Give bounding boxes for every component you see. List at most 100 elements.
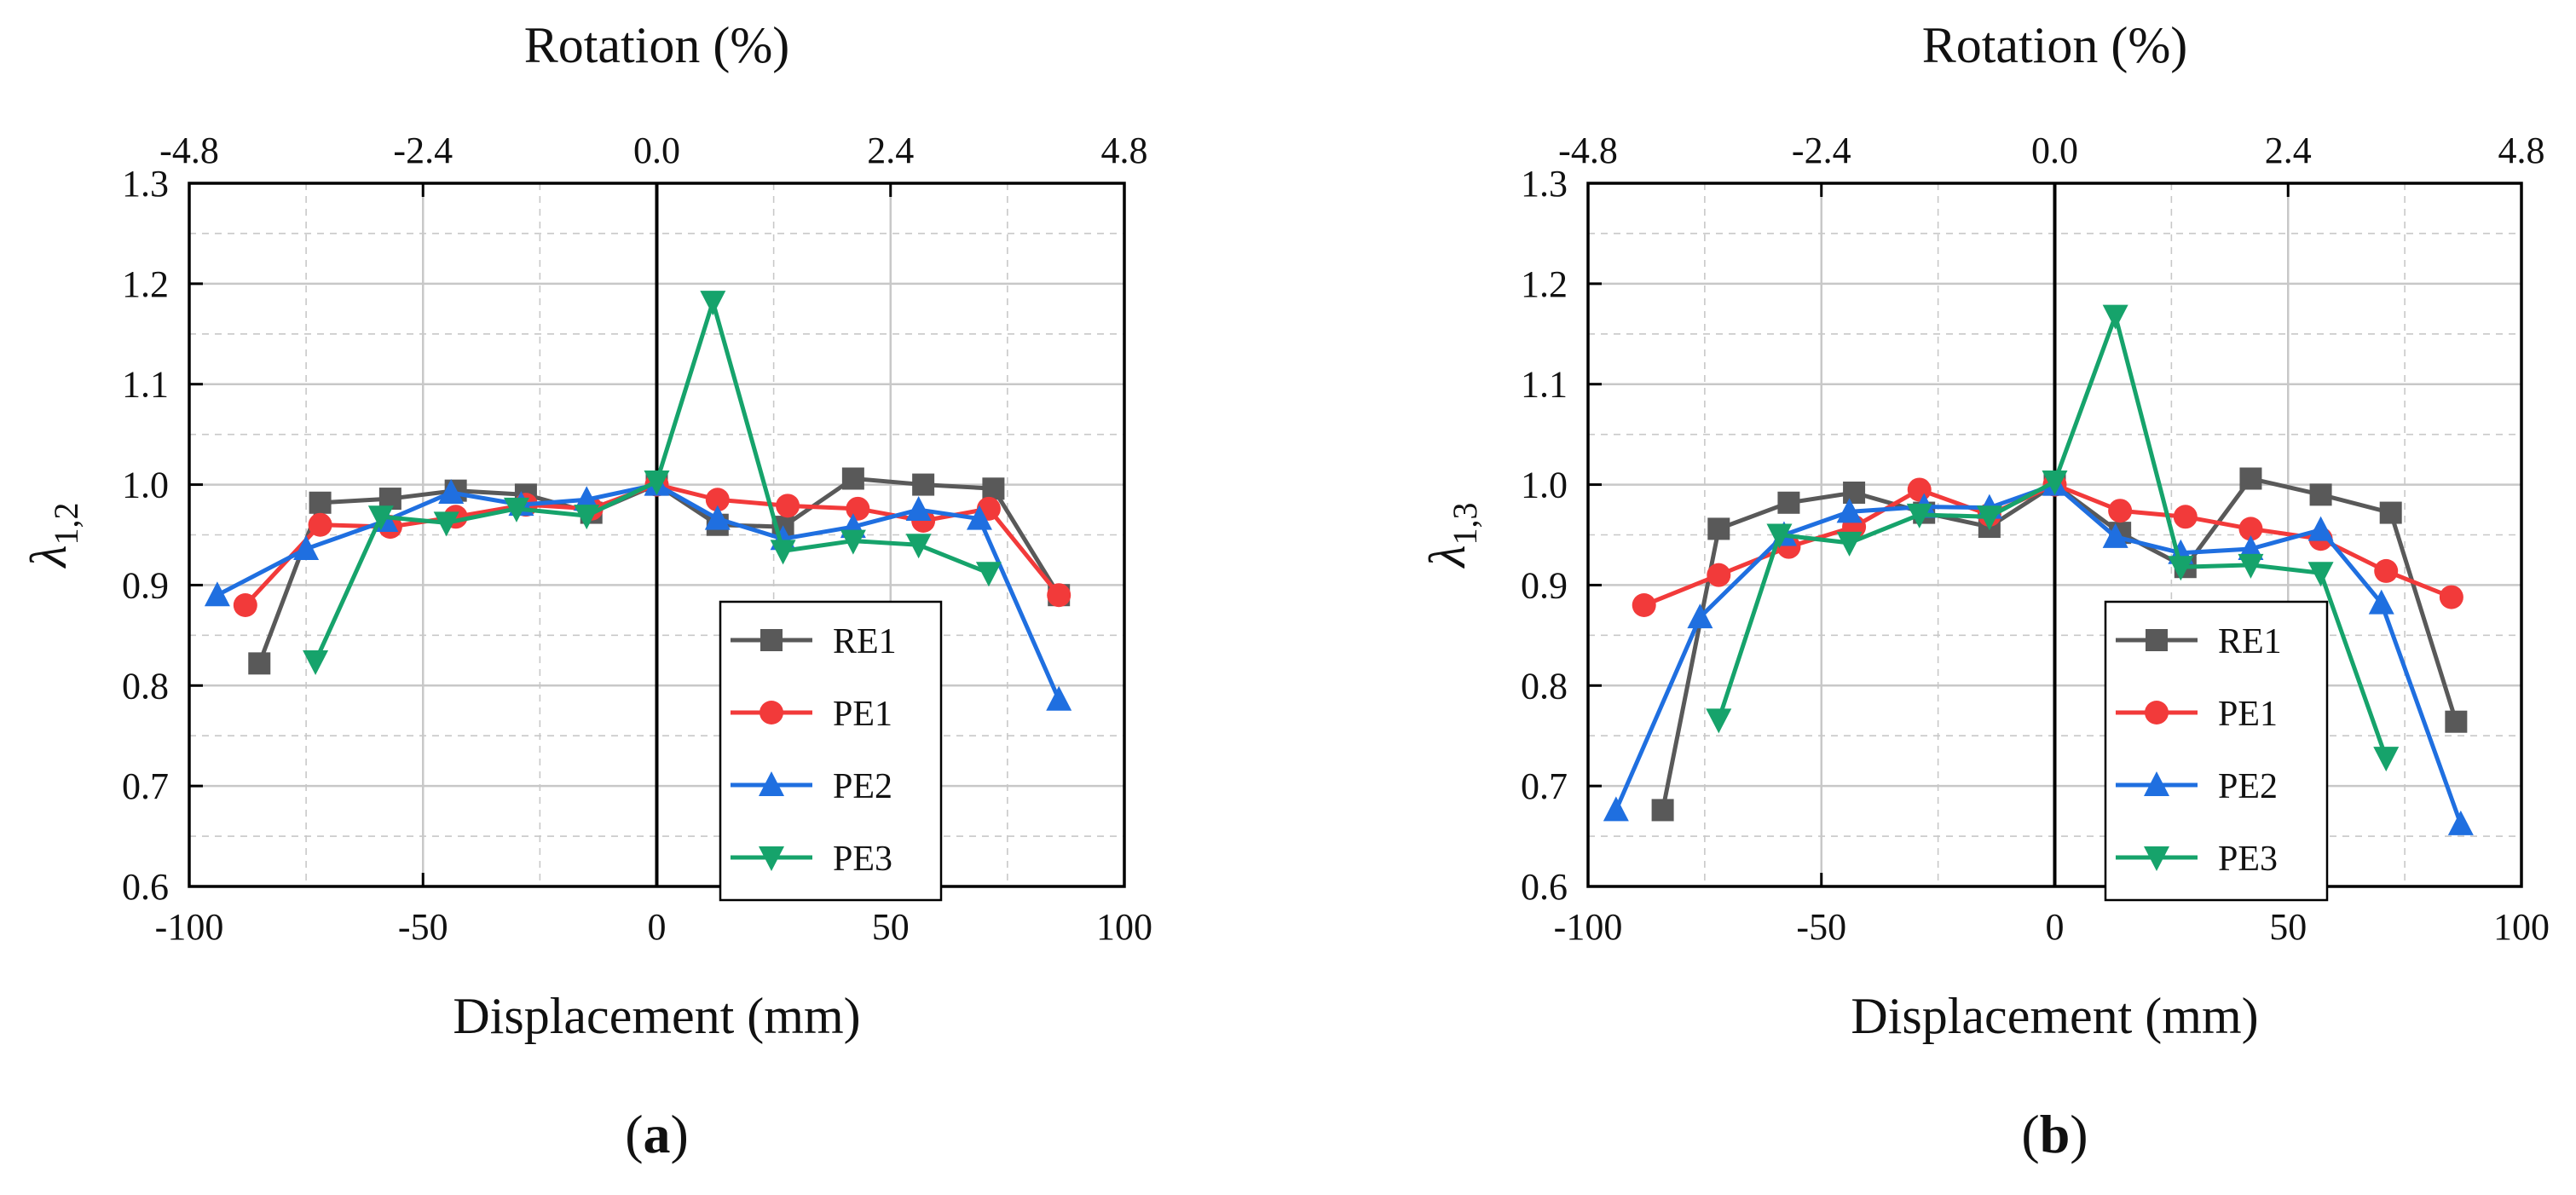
legend-label-pe2: PE2: [833, 767, 892, 806]
series-pe3: [1706, 304, 2400, 772]
x-tick-label: 50: [872, 906, 910, 948]
x2-tick-label: 0.0: [2031, 130, 2078, 171]
data-point-re1: [2239, 467, 2262, 490]
panel-label-open-paren: (: [2021, 1104, 2039, 1164]
y-tick-label: 0.9: [122, 564, 169, 606]
data-point-pe3: [1906, 503, 1932, 528]
data-point-pe1: [2238, 517, 2263, 541]
data-point-re1: [309, 491, 332, 514]
x2-tick-label: -2.4: [393, 130, 453, 171]
chart-panel-b: -100 -50 0 50 100 -4.8 -2.4 0.0 2.4 4.8 0.6 0.7 0.8 0…: [1419, 17, 2550, 1164]
data-point-pe3: [770, 540, 796, 565]
data-point-pe1: [705, 488, 730, 512]
data-point-pe2: [1603, 796, 1629, 822]
data-point-pe3: [303, 650, 329, 675]
data-point-re1: [248, 652, 271, 675]
x-tick-label: 100: [1096, 906, 1152, 948]
data-point-pe2: [2447, 810, 2474, 835]
y-tick-label: 0.7: [122, 765, 169, 807]
y-axis-symbol: λ: [20, 546, 77, 569]
panel-label-close-paren: ): [671, 1104, 689, 1164]
data-point-pe2: [438, 479, 465, 504]
y-axis-symbol: λ: [1419, 546, 1476, 569]
data-point-pe1: [1707, 563, 1731, 587]
legend-label-pe2: PE2: [2218, 767, 2278, 806]
panel-label: (a): [625, 1104, 689, 1164]
x2-tick-label: -4.8: [1558, 130, 1618, 171]
x-tick-label: 50: [2269, 906, 2307, 948]
y-tick-label: 1.0: [122, 465, 169, 506]
data-point-pe1: [2374, 558, 2399, 583]
data-point-pe1: [2439, 585, 2463, 609]
data-point-pe1: [1907, 477, 1932, 502]
data-point-pe3: [2373, 747, 2400, 772]
data-point-re1: [1707, 517, 1730, 540]
series-pe3: [303, 291, 1002, 675]
legend-label-pe3: PE3: [2218, 840, 2278, 879]
x2-tick-label: 0.0: [633, 130, 680, 171]
data-point-pe3: [503, 497, 529, 522]
data-point-pe3: [433, 511, 459, 537]
x-axis-title: Displacement (mm): [1851, 988, 2258, 1044]
legend-marker-pe2: [2144, 771, 2169, 796]
panel-label-letter: a: [644, 1104, 671, 1164]
legend-box: [2104, 600, 2329, 902]
y-axis-subscript: 1,2: [47, 503, 85, 546]
legend-label-re1: RE1: [2218, 622, 2282, 661]
data-point-pe3: [840, 529, 866, 555]
x-tick-label: 100: [2493, 906, 2550, 948]
data-point-pe2: [1046, 685, 1072, 711]
x2-tick-label: -2.4: [1792, 130, 1851, 171]
data-point-re1: [1843, 482, 1866, 504]
y-tick-label: 1.2: [1521, 263, 1568, 305]
data-point-pe1: [1047, 583, 1071, 608]
legend-marker-re1: [2146, 629, 2168, 651]
x2-tick-label: -4.8: [159, 130, 219, 171]
legend-label-pe1: PE1: [2218, 695, 2278, 734]
x2-tick-label: 4.8: [2498, 130, 2545, 171]
data-point-pe1: [1632, 593, 1656, 617]
y-tick-label: 1.1: [122, 364, 169, 406]
data-point-pe3: [1706, 708, 1732, 734]
y-axis-subscript: 1,3: [1446, 503, 1484, 546]
y-tick-label: 0.6: [122, 866, 169, 908]
data-point-pe3: [2168, 556, 2194, 581]
y-tick-label: 0.9: [1521, 564, 1568, 606]
data-point-pe2: [293, 535, 320, 560]
data-point-pe1: [2108, 499, 2133, 523]
data-point-pe2: [1836, 498, 1863, 523]
legend-marker-pe3: [2144, 846, 2169, 871]
x2-axis-title: Rotation (%): [1922, 17, 2188, 73]
data-point-pe1: [233, 593, 257, 617]
data-point-re1: [2445, 710, 2468, 733]
y-tick-label: 1.0: [1521, 465, 1568, 506]
y-tick-label: 1.2: [122, 263, 169, 305]
data-point-pe3: [1976, 505, 2002, 531]
data-point-pe2: [905, 496, 932, 522]
x-tick-label: 0: [2046, 906, 2065, 948]
data-point-pe3: [905, 534, 932, 559]
data-point-pe2: [2368, 589, 2394, 615]
data-point-pe3: [2307, 562, 2334, 587]
data-point-pe3: [975, 562, 1002, 587]
x2-tick-label: 2.4: [2265, 130, 2312, 171]
legend-marker-pe3: [759, 846, 784, 871]
chart-panel-a: -100 -50 0 50 100 -4.8 -2.4 0.0 2.4 4.8 0.6 0.7 0.8 0…: [20, 17, 1152, 1164]
data-point-pe3: [644, 470, 670, 496]
x-tick-label: 0: [648, 906, 667, 948]
x-tick-label: -100: [155, 906, 224, 948]
legend-box: [719, 600, 943, 902]
legend-label-pe1: PE1: [833, 695, 892, 734]
legend-marker-pe2: [759, 771, 784, 796]
x-tick-label: -50: [398, 906, 448, 948]
data-point-pe3: [367, 505, 394, 531]
series-pe2: [1603, 470, 2474, 835]
data-point-re1: [982, 477, 1005, 500]
data-point-pe1: [308, 512, 332, 537]
x-axis-title: Displacement (mm): [453, 988, 860, 1044]
y-axis-title: λ1,2: [20, 503, 85, 569]
y-tick-label: 0.8: [122, 665, 169, 707]
panel-label-letter: b: [2040, 1104, 2071, 1164]
